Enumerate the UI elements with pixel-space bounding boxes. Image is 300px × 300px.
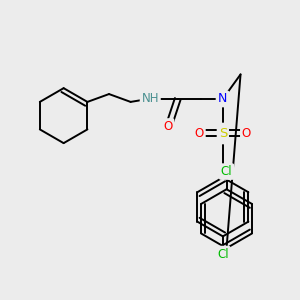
Text: Cl: Cl	[217, 248, 229, 260]
Text: N: N	[218, 92, 228, 106]
Text: O: O	[163, 120, 172, 133]
Text: Cl: Cl	[221, 165, 232, 178]
Text: O: O	[195, 127, 204, 140]
Text: O: O	[242, 127, 251, 140]
Text: NH: NH	[142, 92, 159, 106]
Text: S: S	[219, 127, 227, 140]
